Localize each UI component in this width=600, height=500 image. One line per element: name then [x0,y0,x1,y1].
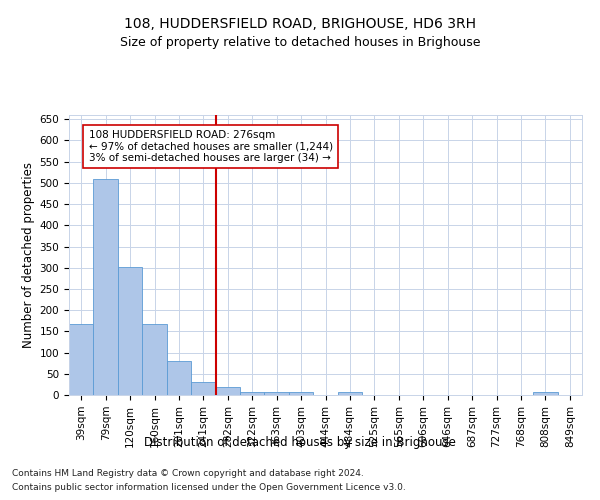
Text: Contains public sector information licensed under the Open Government Licence v3: Contains public sector information licen… [12,483,406,492]
Bar [289,392,313,395]
Bar [118,267,142,395]
Bar [167,361,191,395]
Bar [142,324,167,395]
Text: Size of property relative to detached houses in Brighouse: Size of property relative to detached ho… [120,36,480,49]
Bar [338,392,362,395]
Text: Distribution of detached houses by size in Brighouse: Distribution of detached houses by size … [144,436,456,449]
Text: 108, HUDDERSFIELD ROAD, BRIGHOUSE, HD6 3RH: 108, HUDDERSFIELD ROAD, BRIGHOUSE, HD6 3… [124,18,476,32]
Bar [191,382,215,395]
Text: 108 HUDDERSFIELD ROAD: 276sqm
← 97% of detached houses are smaller (1,244)
3% of: 108 HUDDERSFIELD ROAD: 276sqm ← 97% of d… [89,130,332,163]
Bar [215,386,240,395]
Bar [240,392,265,395]
Text: Contains HM Land Registry data © Crown copyright and database right 2024.: Contains HM Land Registry data © Crown c… [12,470,364,478]
Bar [533,392,557,395]
Bar [69,324,94,395]
Y-axis label: Number of detached properties: Number of detached properties [22,162,35,348]
Bar [265,392,289,395]
Bar [94,178,118,395]
